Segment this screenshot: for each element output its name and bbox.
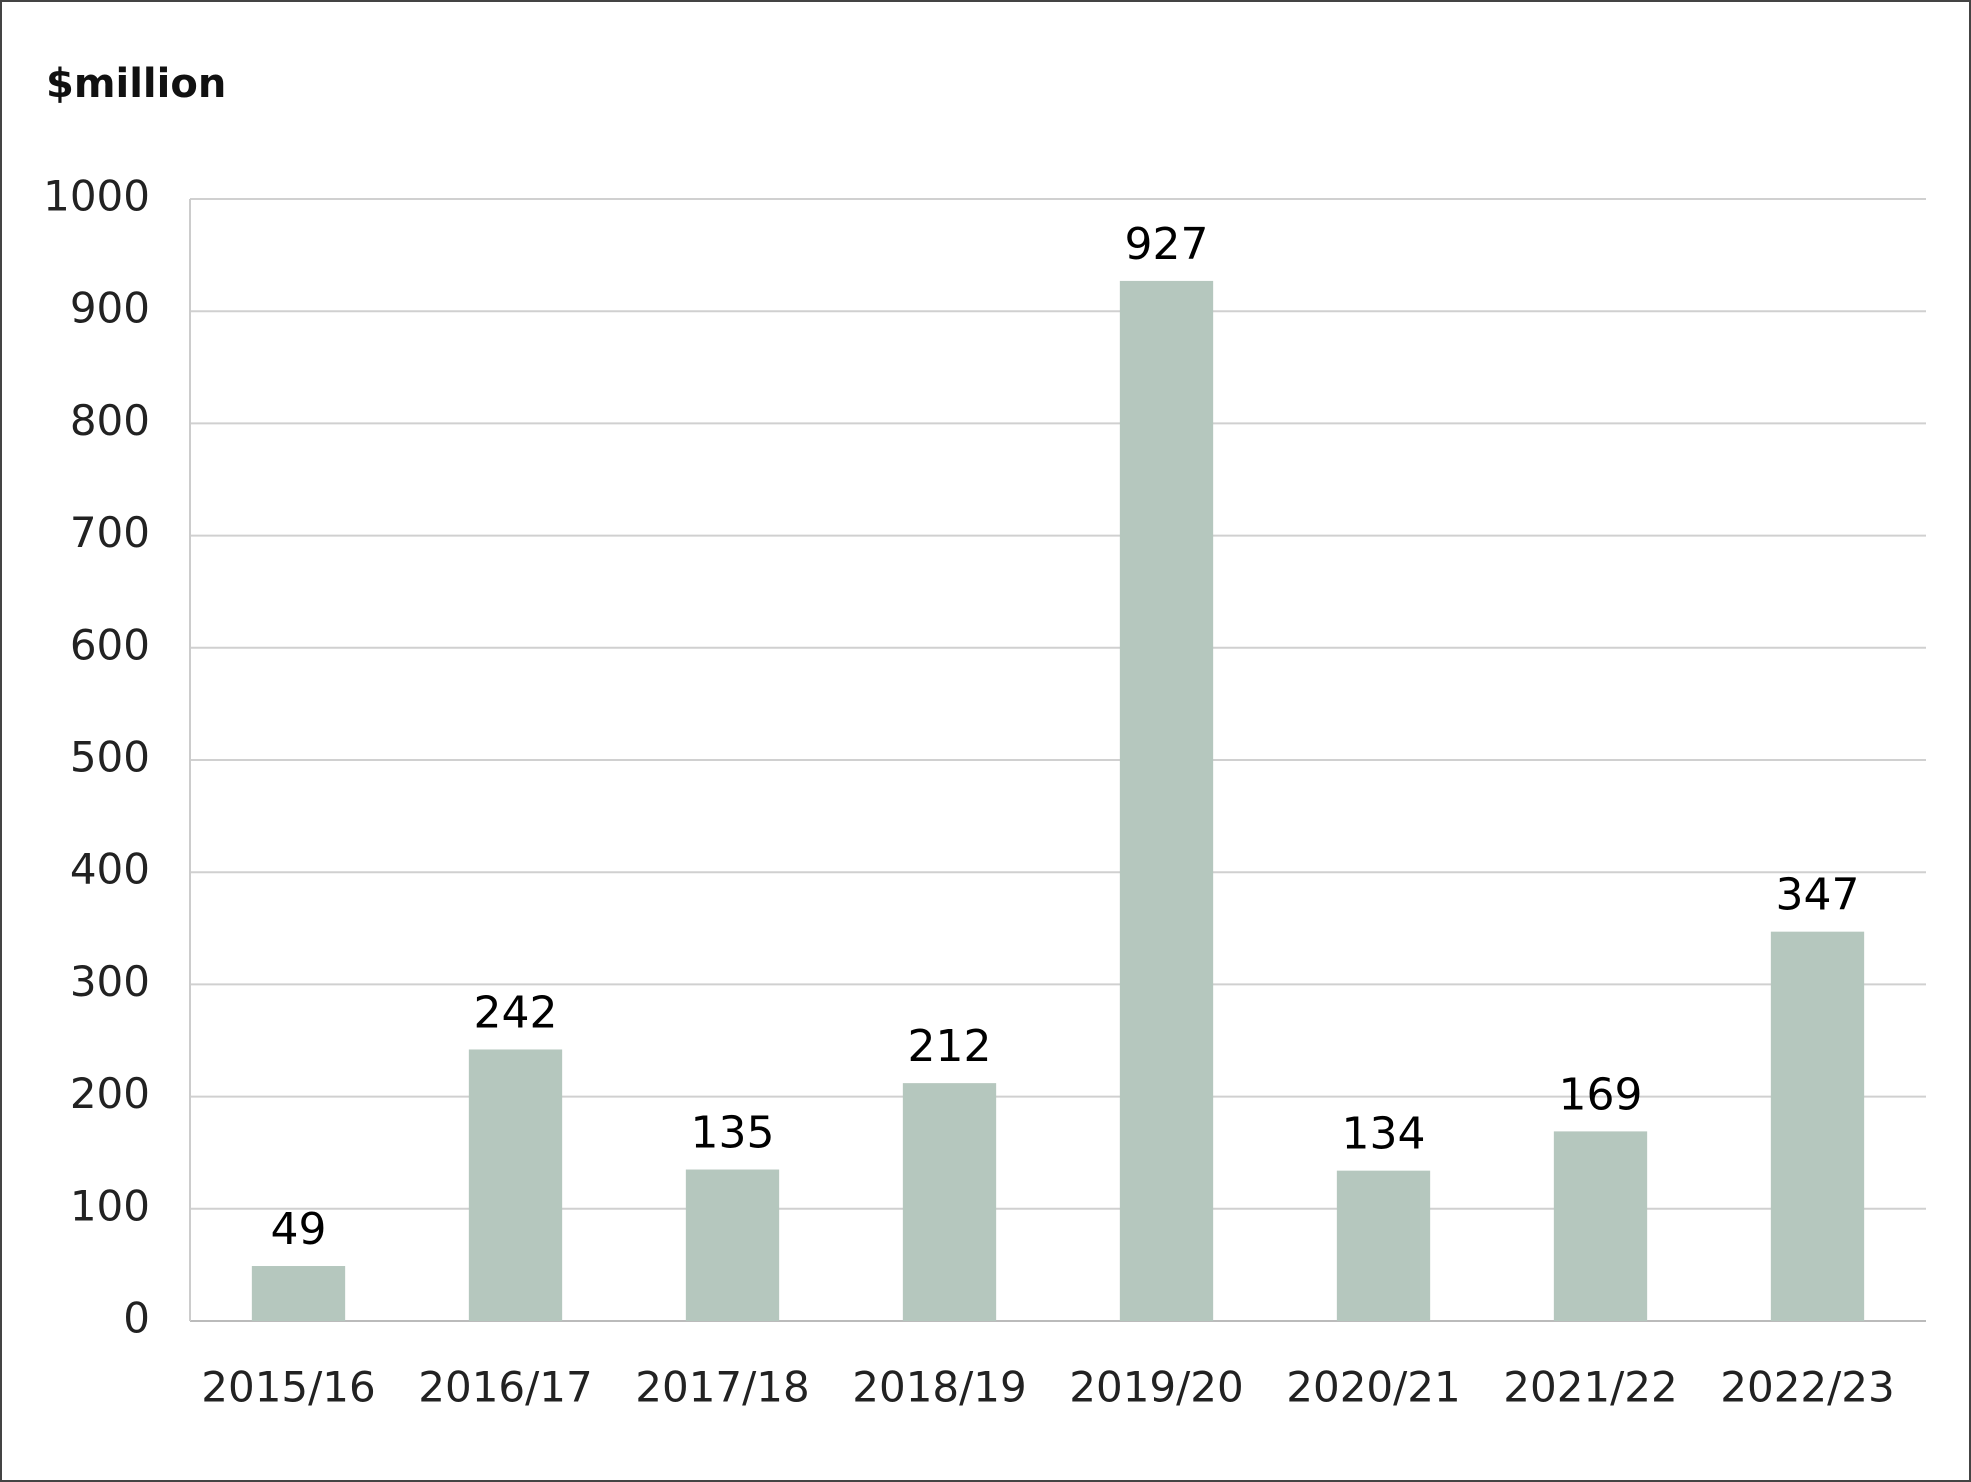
y-tick-label: 800 — [70, 396, 150, 445]
bar — [468, 1049, 563, 1321]
value-label: 927 — [1125, 219, 1209, 270]
value-label: 212 — [908, 1021, 992, 1072]
value-label: 169 — [1559, 1069, 1643, 1120]
y-tick-label: 700 — [70, 508, 150, 557]
x-tick-label: 2022/23 — [1720, 1363, 1894, 1412]
y-tick-label: 200 — [70, 1069, 150, 1118]
chart-title: $million — [46, 61, 226, 107]
y-tick-label: 400 — [70, 845, 150, 894]
y-tick-label: 300 — [70, 957, 150, 1006]
y-tick-label: 500 — [70, 733, 150, 782]
y-tick-label: 100 — [70, 1181, 150, 1230]
bar — [685, 1169, 780, 1321]
bar — [1553, 1131, 1648, 1321]
bar — [251, 1266, 346, 1321]
bar — [1119, 280, 1214, 1321]
y-tick-label: 1000 — [43, 172, 150, 221]
bar — [1770, 931, 1865, 1321]
x-tick-label: 2019/20 — [1069, 1363, 1243, 1412]
bar — [1336, 1170, 1431, 1321]
value-label: 242 — [474, 987, 558, 1038]
value-label: 134 — [1342, 1109, 1426, 1160]
value-label: 49 — [271, 1204, 327, 1255]
y-tick-label: 900 — [70, 284, 150, 333]
x-tick-label: 2015/16 — [201, 1363, 375, 1412]
value-label: 347 — [1776, 870, 1860, 921]
y-tick-label: 0 — [123, 1294, 150, 1343]
y-tick-label: 600 — [70, 620, 150, 669]
x-tick-label: 2020/21 — [1286, 1363, 1460, 1412]
bar — [902, 1083, 997, 1321]
x-tick-label: 2016/17 — [418, 1363, 592, 1412]
x-tick-label: 2018/19 — [852, 1363, 1026, 1412]
value-label: 135 — [691, 1108, 775, 1159]
x-tick-label: 2017/18 — [635, 1363, 809, 1412]
x-tick-label: 2021/22 — [1503, 1363, 1677, 1412]
